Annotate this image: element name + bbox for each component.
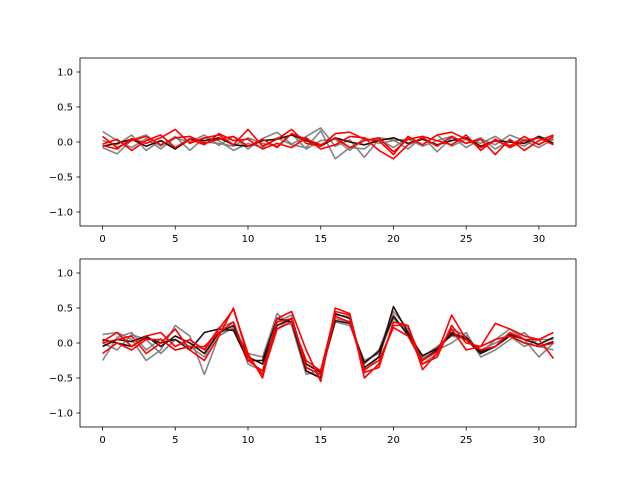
y-tick-label: 0.5 bbox=[57, 103, 73, 114]
series-line-1 bbox=[102, 130, 554, 160]
series-line-5 bbox=[102, 132, 554, 153]
x-tick-label: 10 bbox=[242, 435, 255, 446]
y-tick-label: −0.5 bbox=[49, 374, 73, 385]
series-line-6 bbox=[102, 132, 554, 160]
y-tick-label: 0.0 bbox=[57, 138, 73, 149]
x-tick-label: 30 bbox=[533, 234, 546, 245]
y-tick-label: 1.0 bbox=[57, 269, 73, 280]
x-tick-label: 15 bbox=[314, 234, 327, 245]
series-group bbox=[102, 127, 554, 160]
y-tick-label: −1.0 bbox=[49, 409, 73, 420]
y-tick-label: 0.0 bbox=[57, 339, 73, 350]
y-tick-label: 0.5 bbox=[57, 304, 73, 315]
x-tick-label: 10 bbox=[242, 234, 255, 245]
x-tick-label: 20 bbox=[387, 435, 400, 446]
series-line-6 bbox=[102, 307, 555, 376]
y-tick-label: −1.0 bbox=[49, 208, 73, 219]
top-subplot: 0 5 10 15 20 25 30 −1.0 −0.5 0.0 0.5 1.0 bbox=[49, 57, 577, 245]
series-line-4 bbox=[102, 128, 554, 156]
series-group bbox=[101, 305, 555, 383]
x-tick-label: 15 bbox=[314, 435, 327, 446]
x-tick-label: 25 bbox=[460, 435, 473, 446]
x-tick-label: 5 bbox=[172, 435, 178, 446]
series-line-7 bbox=[102, 315, 554, 376]
x-tick-label: 30 bbox=[533, 435, 546, 446]
x-tick-label: 0 bbox=[99, 435, 105, 446]
y-tick-label: −0.5 bbox=[49, 173, 73, 184]
x-tick-label: 5 bbox=[172, 234, 178, 245]
x-tick-label: 25 bbox=[460, 234, 473, 245]
x-tick-label: 0 bbox=[99, 234, 105, 245]
bottom-subplot: 0 5 10 15 20 25 30 −1.0 −0.5 0.0 0.5 1.0 bbox=[49, 258, 577, 446]
x-tick-label: 20 bbox=[387, 234, 400, 245]
y-tick-label: 1.0 bbox=[57, 68, 73, 79]
